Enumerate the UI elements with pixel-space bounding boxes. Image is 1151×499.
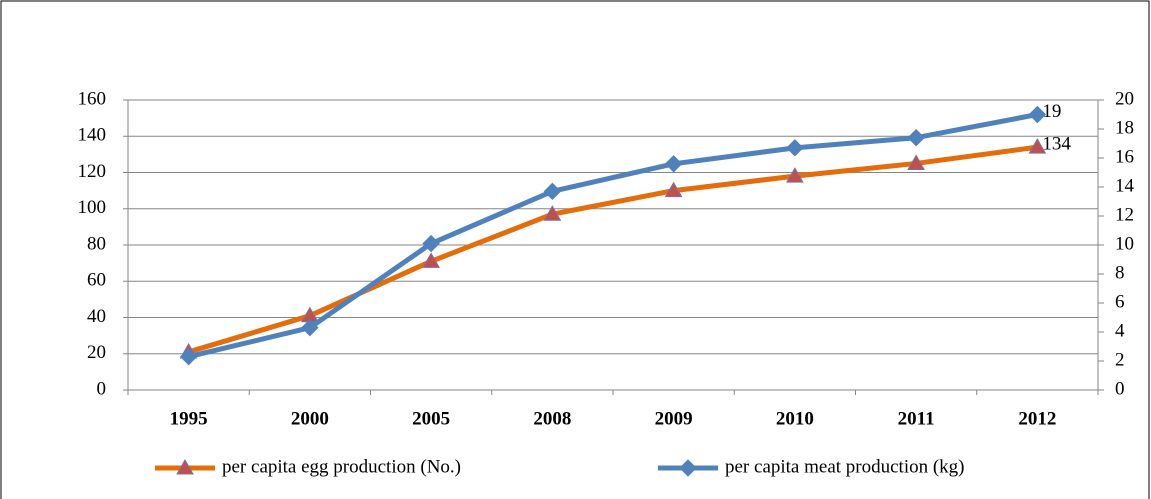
y2-tick-label: 0 — [1115, 378, 1125, 399]
y2-tick-label: 6 — [1115, 291, 1125, 312]
x-tick-label: 2008 — [533, 408, 571, 429]
legend-label: per capita egg production (No.) — [222, 456, 461, 477]
y-tick-label: 160 — [78, 88, 107, 109]
y-tick-label: 120 — [78, 161, 107, 182]
x-tick-label: 2000 — [291, 408, 329, 429]
y2-tick-label: 18 — [1115, 117, 1134, 138]
data-point — [1028, 105, 1047, 124]
y-tick-label: 100 — [78, 197, 107, 218]
data-point — [301, 318, 319, 337]
data-point — [786, 139, 804, 157]
data-point — [422, 234, 440, 253]
y-tick-label: 60 — [87, 270, 106, 291]
data-point — [907, 154, 925, 170]
x-tick-label: 2010 — [776, 408, 814, 429]
data-point — [1028, 138, 1047, 154]
x-tick-label: 2005 — [412, 408, 450, 429]
series-line — [188, 112, 1038, 360]
legend-label: per capita meat production (kg) — [725, 456, 965, 477]
data-label: 19 — [1042, 101, 1061, 122]
legend-marker — [679, 459, 697, 477]
series-line — [187, 144, 1038, 355]
y-tick-label: 0 — [97, 378, 107, 399]
data-point — [664, 181, 683, 198]
y-tick-label: 140 — [78, 125, 107, 146]
data-point — [664, 155, 683, 173]
x-tick-label: 2009 — [655, 408, 693, 429]
data-point — [907, 128, 925, 147]
data-point — [543, 182, 562, 201]
y-tick-label: 40 — [87, 306, 106, 327]
data-point — [179, 347, 198, 366]
y-tick-label: 80 — [87, 233, 106, 254]
legend-marker — [176, 458, 194, 475]
y2-tick-label: 12 — [1115, 204, 1134, 225]
y-tick-label: 20 — [87, 342, 106, 363]
y2-tick-label: 4 — [1115, 320, 1125, 341]
y2-tick-label: 10 — [1115, 233, 1134, 254]
x-tick-label: 2012 — [1018, 408, 1056, 429]
data-label: 134 — [1042, 133, 1071, 154]
y2-tick-label: 8 — [1115, 262, 1125, 283]
y2-tick-label: 14 — [1115, 175, 1135, 196]
x-tick-label: 2011 — [898, 408, 935, 429]
x-tick-label: 1995 — [170, 408, 208, 429]
y2-tick-label: 2 — [1115, 349, 1125, 370]
y2-tick-label: 16 — [1115, 146, 1134, 167]
data-point — [543, 205, 562, 221]
data-point — [786, 167, 804, 183]
y2-tick-label: 20 — [1115, 88, 1134, 109]
data-point — [422, 252, 440, 268]
